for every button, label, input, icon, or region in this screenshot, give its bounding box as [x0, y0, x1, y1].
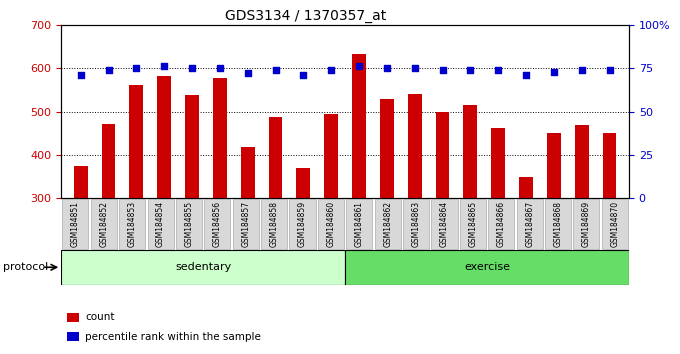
Point: [604, 67, 615, 73]
Bar: [380, 98, 394, 329]
Bar: [157, 76, 171, 329]
Bar: [318, 199, 344, 249]
Point: [576, 67, 587, 73]
Bar: [345, 250, 629, 285]
Text: GSM184851: GSM184851: [71, 201, 80, 247]
Bar: [67, 313, 80, 322]
Bar: [575, 125, 589, 329]
Bar: [90, 199, 117, 249]
Text: protocol: protocol: [3, 262, 49, 272]
Bar: [488, 199, 514, 249]
Bar: [602, 133, 617, 329]
Text: GSM184856: GSM184856: [213, 201, 222, 247]
Text: GSM184853: GSM184853: [128, 201, 137, 247]
Bar: [460, 199, 486, 249]
Text: GSM184865: GSM184865: [469, 201, 477, 247]
Text: GDS3134 / 1370357_at: GDS3134 / 1370357_at: [225, 9, 387, 23]
Point: [548, 69, 559, 74]
Bar: [63, 199, 88, 249]
Bar: [204, 199, 231, 249]
Text: GSM184869: GSM184869: [582, 201, 591, 247]
Point: [214, 65, 225, 71]
Point: [131, 65, 142, 71]
Text: GSM184858: GSM184858: [270, 201, 279, 247]
Bar: [233, 199, 259, 249]
Bar: [101, 124, 116, 329]
Text: GSM184870: GSM184870: [611, 201, 619, 247]
Bar: [290, 199, 316, 249]
Point: [186, 65, 197, 71]
Point: [242, 70, 253, 76]
Bar: [491, 127, 505, 329]
Bar: [261, 199, 287, 249]
Text: count: count: [85, 312, 114, 322]
Bar: [375, 199, 401, 249]
Bar: [403, 199, 429, 249]
Point: [409, 65, 420, 71]
Bar: [431, 199, 458, 249]
Bar: [176, 199, 202, 249]
Bar: [73, 166, 88, 329]
Bar: [148, 199, 173, 249]
Bar: [463, 105, 477, 329]
Text: sedentary: sedentary: [175, 262, 231, 272]
Point: [298, 72, 309, 78]
Point: [326, 67, 337, 73]
Bar: [547, 133, 561, 329]
Bar: [119, 199, 146, 249]
Point: [354, 64, 364, 69]
Point: [381, 65, 392, 71]
Bar: [213, 78, 227, 329]
Point: [158, 64, 169, 69]
Text: GSM184864: GSM184864: [440, 201, 449, 247]
Text: GSM184859: GSM184859: [298, 201, 307, 247]
Bar: [269, 117, 282, 329]
Text: GSM184855: GSM184855: [184, 201, 193, 247]
Text: exercise: exercise: [464, 262, 510, 272]
Text: GSM184862: GSM184862: [384, 201, 392, 247]
Bar: [346, 199, 373, 249]
Text: GSM184867: GSM184867: [525, 201, 534, 247]
Text: GSM184857: GSM184857: [241, 201, 250, 247]
Point: [103, 67, 114, 73]
Point: [437, 67, 448, 73]
Bar: [61, 250, 345, 285]
Text: percentile rank within the sample: percentile rank within the sample: [85, 332, 261, 342]
Bar: [436, 112, 449, 329]
Bar: [602, 199, 628, 249]
Point: [75, 72, 86, 78]
Point: [493, 67, 504, 73]
Point: [270, 67, 281, 73]
Bar: [185, 96, 199, 329]
Text: GSM184854: GSM184854: [156, 201, 165, 247]
Text: GSM184852: GSM184852: [99, 201, 108, 247]
Bar: [517, 199, 543, 249]
Bar: [129, 85, 143, 329]
Bar: [545, 199, 571, 249]
Bar: [324, 114, 338, 329]
Text: GSM184863: GSM184863: [411, 201, 420, 247]
Bar: [241, 147, 254, 329]
Text: GSM184866: GSM184866: [497, 201, 506, 247]
Bar: [573, 199, 600, 249]
Bar: [352, 54, 366, 329]
Text: GSM184868: GSM184868: [554, 201, 562, 247]
Point: [465, 67, 476, 73]
Bar: [519, 177, 533, 329]
Bar: [67, 332, 80, 341]
Text: GSM184860: GSM184860: [326, 201, 335, 247]
Bar: [296, 168, 310, 329]
Bar: [408, 94, 422, 329]
Text: GSM184861: GSM184861: [355, 201, 364, 247]
Point: [521, 72, 532, 78]
